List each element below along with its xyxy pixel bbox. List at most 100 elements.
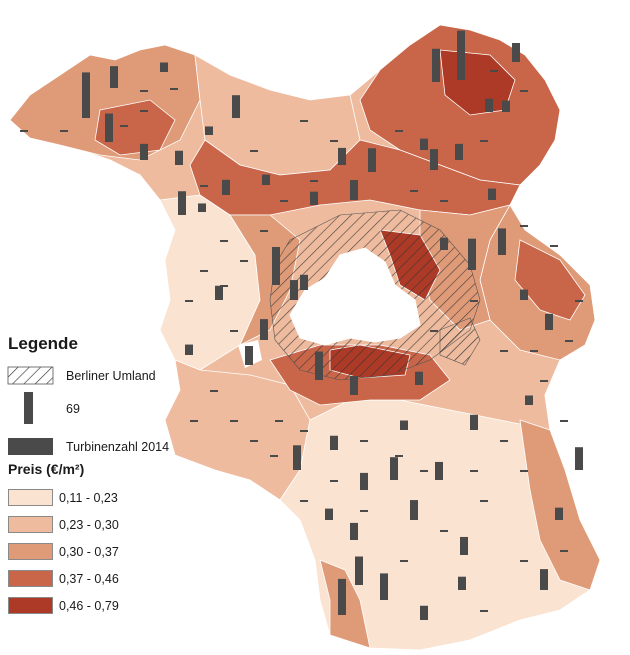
- turbine-bar: [485, 98, 493, 112]
- turbine-bar-minimal: [230, 420, 238, 422]
- turbine-bar-minimal: [480, 140, 488, 142]
- turbine-bar: [400, 420, 408, 430]
- turbine-bar: [440, 237, 448, 250]
- turbine-bar: [575, 447, 583, 470]
- turbine-bar: [432, 48, 440, 82]
- turbine-bar-minimal: [220, 285, 228, 287]
- legend-class-swatch: [8, 597, 53, 614]
- turbine-bar-minimal: [200, 185, 208, 187]
- turbine-bar: [338, 147, 346, 165]
- turbine-bar-minimal: [250, 440, 258, 442]
- turbine-bar-minimal: [250, 150, 258, 152]
- turbine-bar: [290, 280, 298, 300]
- turbine-bar-minimal: [20, 130, 28, 132]
- legend-class-row: 0,11 - 0,23: [8, 489, 118, 506]
- legend-row-umland: Berliner Umland: [66, 369, 156, 383]
- turbine-bar-minimal: [310, 180, 318, 182]
- turbine-bar: [368, 148, 376, 172]
- turbine-bar-minimal: [410, 190, 418, 192]
- turbine-bar-minimal: [520, 470, 528, 472]
- turbine-bar: [460, 536, 468, 555]
- turbine-bar: [82, 72, 90, 118]
- turbine-bar: [545, 313, 553, 330]
- turbine-bar-minimal: [120, 125, 128, 127]
- turbine-bar: [293, 445, 301, 470]
- turbine-bar-minimal: [560, 550, 568, 552]
- turbine-bar-minimal: [395, 130, 403, 132]
- turbine-bar-minimal: [520, 560, 528, 562]
- turbine-bar-minimal: [260, 230, 268, 232]
- turbine-bar-minimal: [550, 245, 558, 247]
- map-legend: Legende Berliner Umland 69 Turbinenzahl …: [8, 334, 208, 614]
- turbine-bar: [140, 143, 148, 160]
- legend-graphics: [7, 366, 54, 455]
- legend-class-row: 0,23 - 0,30: [8, 516, 119, 533]
- turbine-bar: [420, 605, 428, 620]
- turbine-bar: [338, 578, 346, 615]
- turbine-bar: [175, 150, 183, 165]
- turbine-bar-minimal: [220, 240, 228, 242]
- turbine-bar: [205, 126, 213, 135]
- turbine-bar: [315, 351, 323, 380]
- region-south-east: [519, 419, 601, 591]
- region-northwest-core: [94, 99, 176, 156]
- turbine-bar: [410, 500, 418, 520]
- turbine-bar-minimal: [490, 70, 498, 72]
- legend-bar-symbol: [24, 392, 33, 424]
- legend-class-row: 0,37 - 0,46: [8, 570, 119, 587]
- turbine-bar: [260, 319, 268, 340]
- turbine-bar: [215, 285, 223, 300]
- legend-bar-label: Turbinenzahl 2014: [66, 440, 170, 454]
- turbine-bar-minimal: [330, 140, 338, 142]
- turbine-bar-minimal: [470, 300, 478, 302]
- legend-class-label: 0,23 - 0,30: [59, 517, 119, 532]
- turbine-bar: [105, 113, 113, 142]
- region-east-core: [514, 239, 586, 321]
- legend-class-label: 0,37 - 0,46: [59, 571, 119, 586]
- turbine-bar: [350, 522, 358, 540]
- turbine-bar: [498, 228, 506, 255]
- turbine-bar: [420, 138, 428, 150]
- legend-class-swatch: [8, 543, 53, 560]
- legend-class-row: 0,46 - 0,79: [8, 597, 119, 614]
- turbine-bar: [488, 188, 496, 200]
- turbine-bar: [222, 179, 230, 195]
- turbine-bar: [470, 414, 478, 430]
- turbine-bar: [245, 346, 253, 365]
- turbine-bar: [520, 289, 528, 300]
- legend-hatch-swatch: [7, 366, 54, 385]
- turbine-bar-minimal: [275, 420, 283, 422]
- legend-hatch-label: Berliner Umland: [66, 369, 156, 383]
- turbine-bar-minimal: [480, 610, 488, 612]
- turbine-bar-minimal: [300, 120, 308, 122]
- turbine-bar-minimal: [210, 390, 218, 392]
- turbine-bar-minimal: [565, 340, 573, 342]
- legend-bar-value: 69: [66, 402, 80, 416]
- turbine-bar: [502, 100, 510, 112]
- turbine-bar: [300, 274, 308, 290]
- turbine-bar-minimal: [330, 480, 338, 482]
- legend-bar-swatch: [8, 438, 53, 455]
- turbine-bar: [525, 395, 533, 405]
- turbine-bar: [390, 457, 398, 480]
- region-west-ring: [229, 214, 301, 346]
- turbine-bar-minimal: [575, 300, 583, 302]
- region-south-central: [279, 399, 601, 651]
- legend-row-bar-value: 69: [66, 402, 80, 416]
- turbine-bar-minimal: [360, 440, 368, 442]
- turbine-bar: [430, 149, 438, 170]
- turbine-bar: [160, 62, 168, 72]
- turbine-bar: [262, 174, 270, 185]
- turbine-bar-minimal: [280, 200, 288, 202]
- turbine-bar: [178, 191, 186, 215]
- turbine-bar: [198, 203, 206, 212]
- turbine-bar-minimal: [185, 300, 193, 302]
- turbine-bar-minimal: [500, 350, 508, 352]
- turbine-bar: [232, 95, 240, 118]
- legend-price-title: Preis (€/m²): [8, 461, 85, 477]
- berlin-city-area: [289, 247, 421, 346]
- turbine-bar-minimal: [420, 610, 428, 612]
- turbine-bar-minimal: [140, 110, 148, 112]
- turbine-bar: [458, 576, 466, 590]
